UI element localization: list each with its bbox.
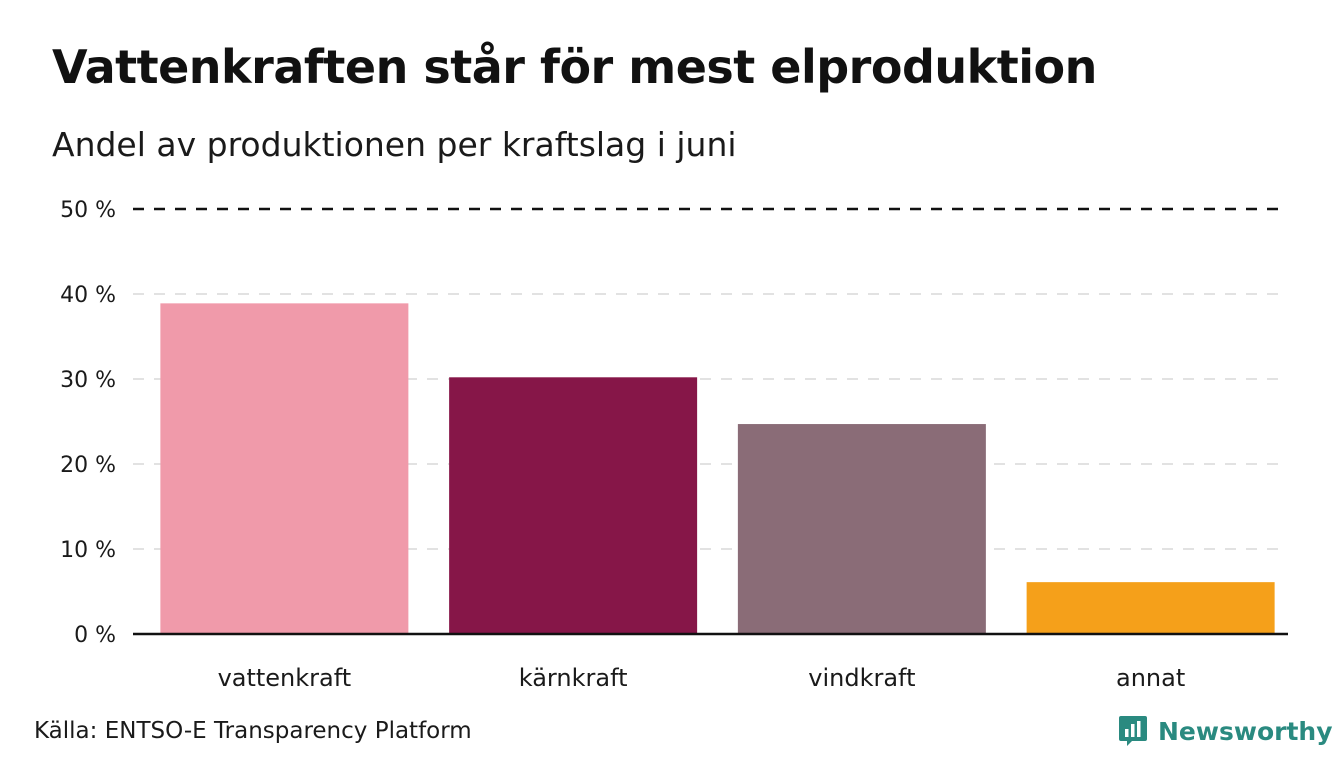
y-tick-label: 40 % bbox=[60, 283, 116, 308]
y-tick-label: 30 % bbox=[60, 368, 116, 393]
brand-name: Newsworthy bbox=[1158, 716, 1333, 746]
chart-subtitle: Andel av produktionen per kraftslag i ju… bbox=[52, 125, 737, 164]
source-note: Källa: ENTSO-E Transparency Platform bbox=[34, 718, 472, 744]
bar bbox=[1026, 582, 1275, 634]
x-tick-label: kärnkraft bbox=[519, 664, 628, 692]
bar bbox=[160, 303, 409, 634]
newsworthy-logo-icon bbox=[1119, 716, 1147, 746]
x-tick-label: vindkraft bbox=[808, 664, 915, 692]
x-tick-label: annat bbox=[1116, 664, 1185, 692]
brand-logo: Newsworthy bbox=[1118, 714, 1333, 748]
y-tick-label: 20 % bbox=[60, 453, 116, 478]
x-tick-label: vattenkraft bbox=[218, 664, 352, 692]
y-tick-label: 0 % bbox=[74, 623, 116, 648]
chart-title: Vattenkraften står för mest elproduktion bbox=[52, 40, 1097, 94]
y-tick-label: 50 % bbox=[60, 198, 116, 223]
bar bbox=[449, 377, 698, 634]
y-tick-label: 10 % bbox=[60, 538, 116, 563]
bar bbox=[737, 424, 986, 634]
